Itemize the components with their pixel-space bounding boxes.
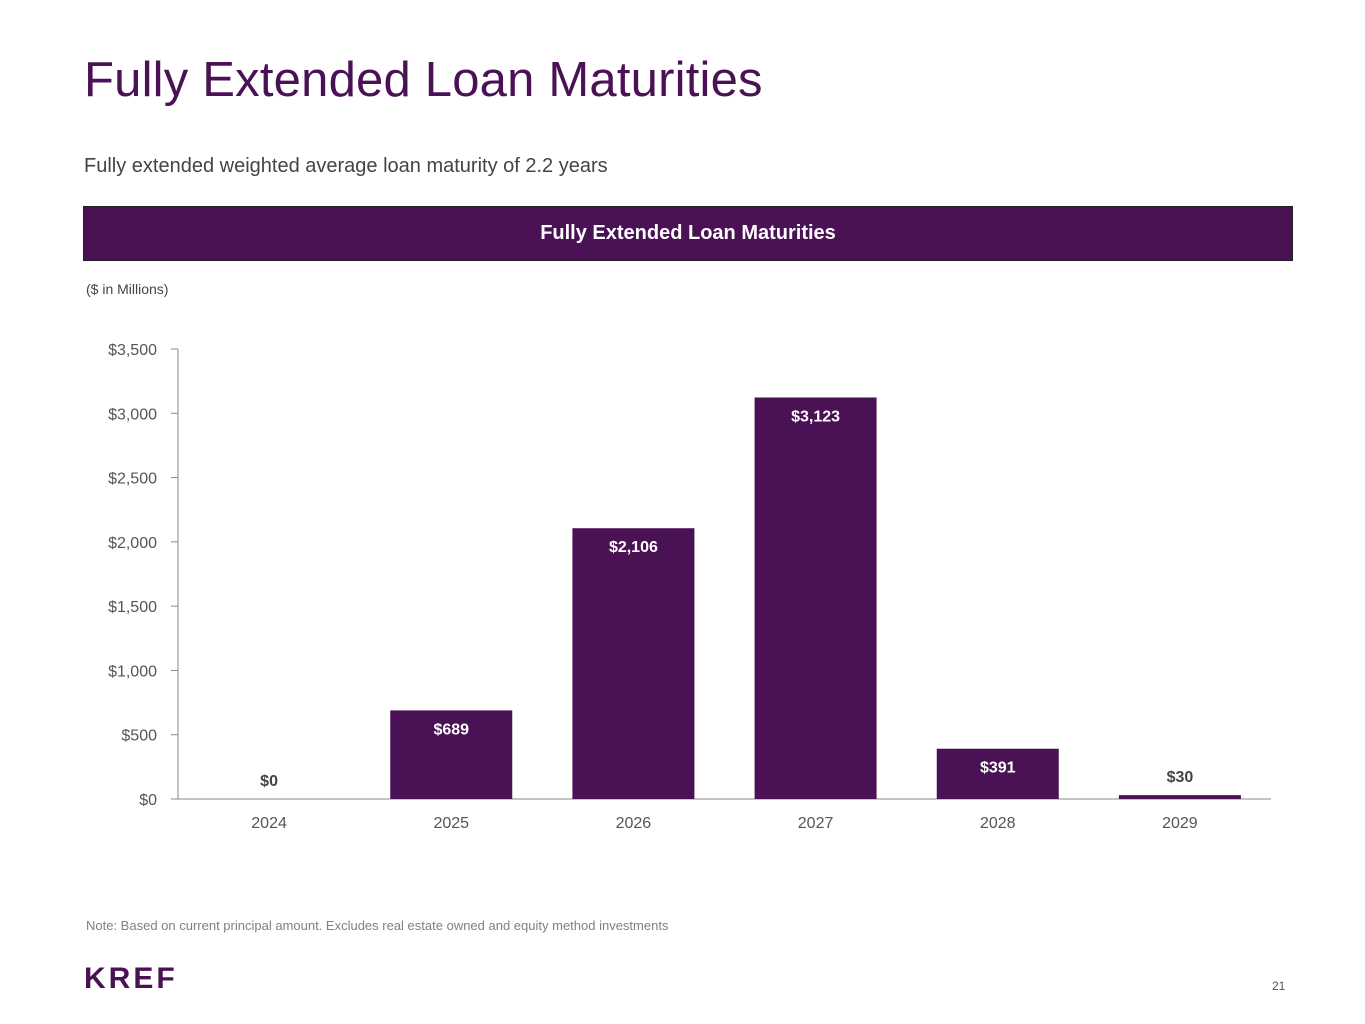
units-note: ($ in Millions) [86, 281, 169, 297]
x-tick-label: 2028 [980, 815, 1016, 832]
page-number: 21 [1272, 979, 1286, 993]
bar-2026 [572, 528, 695, 799]
bar-2029 [1118, 795, 1241, 799]
data-label-2026: $2,106 [609, 539, 658, 556]
y-tick-label: $2,500 [108, 471, 157, 488]
footnote: Note: Based on current principal amount.… [86, 918, 669, 933]
chart-banner-label: Fully Extended Loan Maturities [540, 222, 836, 244]
page-title: Fully Extended Loan Maturities [84, 53, 763, 107]
chart-banner: Fully Extended Loan Maturities [83, 206, 1293, 261]
y-tick-label: $1,000 [108, 663, 157, 680]
kref-logo: KREF [84, 962, 178, 995]
data-label-2027: $3,123 [791, 408, 840, 425]
page-subtitle: Fully extended weighted average loan mat… [84, 155, 608, 177]
y-tick-label: $2,000 [108, 535, 157, 552]
data-label-2029: $30 [1167, 769, 1194, 786]
data-label-2024: $0 [260, 773, 278, 790]
data-label-2025: $689 [433, 721, 469, 738]
y-tick-label: $0 [139, 792, 157, 809]
data-label-2028: $391 [980, 760, 1016, 777]
x-tick-label: 2027 [798, 815, 834, 832]
y-tick-label: $3,000 [108, 406, 157, 423]
y-tick-label: $3,500 [108, 342, 157, 359]
x-tick-label: 2024 [251, 815, 287, 832]
bar-2028 [936, 748, 1059, 799]
bar-2027 [754, 397, 877, 799]
x-tick-label: 2026 [616, 815, 652, 832]
x-tick-label: 2025 [433, 815, 469, 832]
y-tick-label: $500 [121, 728, 157, 745]
y-tick-label: $1,500 [108, 599, 157, 616]
x-tick-label: 2029 [1162, 815, 1198, 832]
bar-2025 [390, 710, 513, 799]
